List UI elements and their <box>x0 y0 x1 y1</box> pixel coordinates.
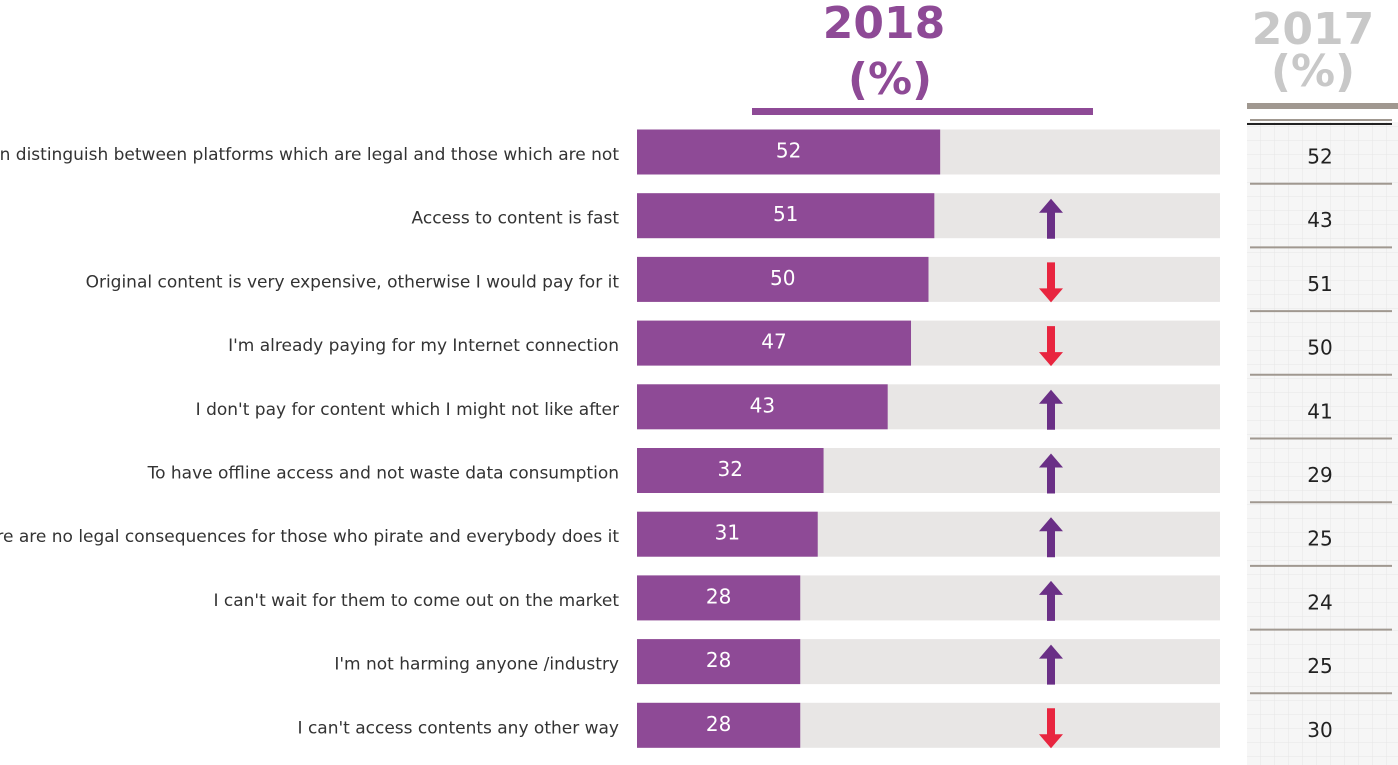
series-title: 2018 <box>823 0 945 49</box>
arrow-down <box>1039 708 1063 749</box>
comparison-value: 25 <box>1307 527 1332 551</box>
bar <box>637 129 941 175</box>
bar <box>637 702 801 748</box>
value-label: 32 <box>718 457 743 481</box>
bar <box>637 193 935 239</box>
arrow-down <box>1039 326 1063 367</box>
bar <box>637 320 912 366</box>
series-underline <box>752 108 1093 115</box>
bar <box>637 639 801 685</box>
comparison-value: 25 <box>1307 654 1332 678</box>
category-label: I can't wait for them to come out on the… <box>213 591 619 611</box>
comparison-value: 43 <box>1307 208 1332 232</box>
value-label: 31 <box>715 521 740 545</box>
comparison-value: 41 <box>1307 399 1332 423</box>
value-label: 28 <box>706 712 731 736</box>
value-label: 47 <box>761 330 786 354</box>
category-label: I'm not harming anyone /industry <box>334 655 619 675</box>
value-label: 50 <box>770 266 795 290</box>
arrow-up <box>1039 517 1063 558</box>
arrow-up <box>1039 644 1063 685</box>
arrow-up <box>1039 198 1063 239</box>
comparison-underline <box>1247 103 1398 109</box>
category-label: To have offline access and not waste dat… <box>147 464 619 484</box>
comparison-panel <box>1247 122 1398 765</box>
category-label: I can distinguish between platforms whic… <box>0 145 619 165</box>
comparison-value: 52 <box>1307 145 1332 169</box>
category-label: I don't pay for content which I might no… <box>196 400 619 420</box>
value-label: 43 <box>750 393 775 417</box>
bar <box>637 448 824 493</box>
series-unit: (%) <box>848 54 932 105</box>
category-label: Access to content is fast <box>412 209 620 229</box>
arrow-up <box>1039 389 1063 430</box>
value-label: 52 <box>776 139 801 163</box>
category-label: I'm already paying for my Internet conne… <box>228 336 619 356</box>
bar <box>637 384 888 430</box>
value-label: 28 <box>706 648 731 672</box>
value-label: 28 <box>706 584 731 608</box>
category-label: I can't access contents any other way <box>298 718 619 738</box>
arrow-up <box>1039 453 1063 494</box>
arrow-down <box>1039 262 1063 303</box>
arrow-up <box>1039 580 1063 621</box>
bar <box>637 511 818 557</box>
comparison-value: 24 <box>1307 590 1332 614</box>
bar <box>637 256 929 302</box>
comparison-value: 51 <box>1307 272 1332 296</box>
category-label: There are no legal consequences for thos… <box>0 527 619 547</box>
comparison-value: 50 <box>1307 336 1332 360</box>
comparison-value: 30 <box>1307 718 1332 742</box>
comparison-unit: (%) <box>1271 46 1355 97</box>
value-label: 51 <box>773 202 798 226</box>
category-label: Original content is very expensive, othe… <box>86 272 620 292</box>
comparison-value: 29 <box>1307 463 1332 487</box>
bar <box>637 575 801 621</box>
comparison-title: 2017 <box>1252 4 1374 55</box>
